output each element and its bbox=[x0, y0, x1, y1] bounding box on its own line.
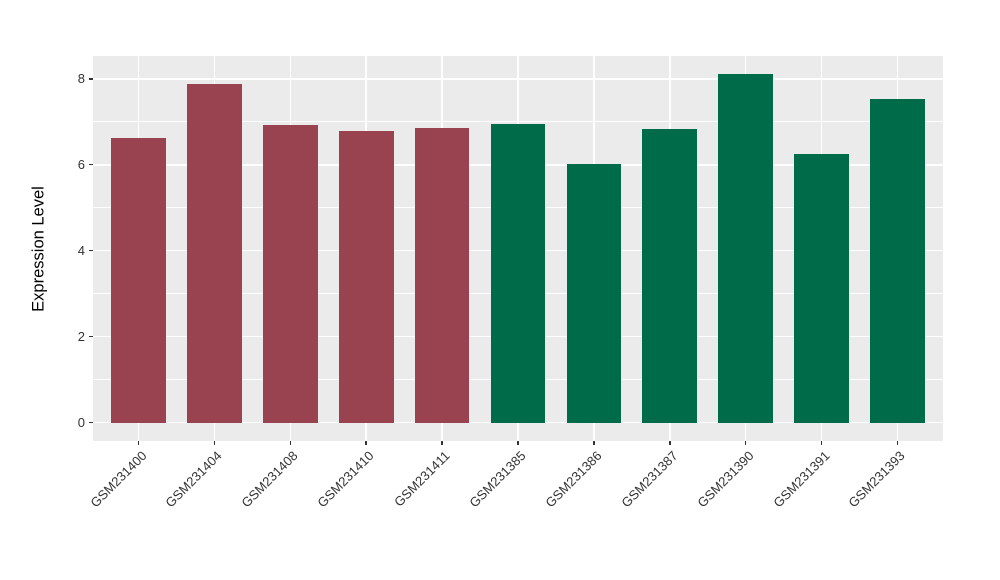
x-tick-label-text-GSM231404: GSM231404 bbox=[162, 448, 226, 511]
x-tick-mark-GSM231385 bbox=[517, 441, 519, 445]
x-tick-mark-GSM231408 bbox=[289, 441, 292, 445]
bar-GSM231400 bbox=[111, 138, 166, 423]
x-tick-mark-GSM231404 bbox=[213, 441, 216, 445]
y-tick-label-4: 4 bbox=[77, 242, 85, 258]
y-tick-mark-4 bbox=[89, 249, 93, 252]
x-tick-label-text-GSM231400: GSM231400 bbox=[86, 448, 150, 511]
plot-panel bbox=[93, 56, 943, 441]
x-tick-mark-GSM231387 bbox=[669, 441, 671, 445]
y-tick-label-2: 2 bbox=[77, 328, 85, 344]
bar-GSM231393 bbox=[870, 99, 925, 423]
y-tick-label-8: 8 bbox=[77, 70, 85, 86]
x-tick-label-text-GSM231386: GSM231386 bbox=[542, 448, 605, 511]
x-tick-label-text-GSM231393: GSM231393 bbox=[845, 448, 909, 511]
bar-GSM231387 bbox=[642, 129, 698, 423]
bar-GSM231386 bbox=[566, 163, 622, 423]
x-tick-label-text-GSM231390: GSM231390 bbox=[694, 448, 757, 511]
x-tick-mark-GSM231386 bbox=[593, 441, 595, 445]
y-tick-mark-6 bbox=[89, 163, 93, 166]
bar-GSM231408 bbox=[263, 125, 318, 423]
x-tick-label-text-GSM231387: GSM231387 bbox=[618, 448, 681, 511]
x-tick-label-text-GSM231408: GSM231408 bbox=[238, 448, 301, 511]
x-tick-mark-GSM231390 bbox=[744, 441, 747, 445]
y-tick-label-6: 6 bbox=[77, 156, 85, 172]
y-tick-mark-2 bbox=[89, 335, 93, 338]
x-tick-mark-GSM231411 bbox=[441, 441, 443, 445]
x-tick-label-text-GSM231385: GSM231385 bbox=[466, 448, 529, 511]
y-tick-label-0: 0 bbox=[77, 414, 85, 430]
x-tick-label-text-GSM231411: GSM231411 bbox=[391, 448, 453, 510]
bar-GSM231390 bbox=[718, 74, 773, 423]
bar-GSM231410 bbox=[338, 131, 394, 423]
x-tick-mark-GSM231393 bbox=[896, 441, 899, 445]
bar-GSM231404 bbox=[187, 83, 242, 423]
x-tick-label-text-GSM231391: GSM231391 bbox=[769, 448, 833, 511]
y-tick-mark-0 bbox=[89, 421, 93, 424]
bar-GSM231391 bbox=[794, 154, 849, 423]
y-tick-mark-8 bbox=[89, 78, 93, 80]
bar-GSM231411 bbox=[414, 128, 470, 423]
bar-GSM231385 bbox=[490, 124, 546, 423]
x-tick-mark-GSM231391 bbox=[820, 441, 823, 445]
x-tick-mark-GSM231400 bbox=[137, 441, 140, 445]
x-tick-label-text-GSM231410: GSM231410 bbox=[314, 448, 377, 511]
bars-layer bbox=[93, 56, 943, 441]
x-tick-mark-GSM231410 bbox=[365, 441, 367, 445]
